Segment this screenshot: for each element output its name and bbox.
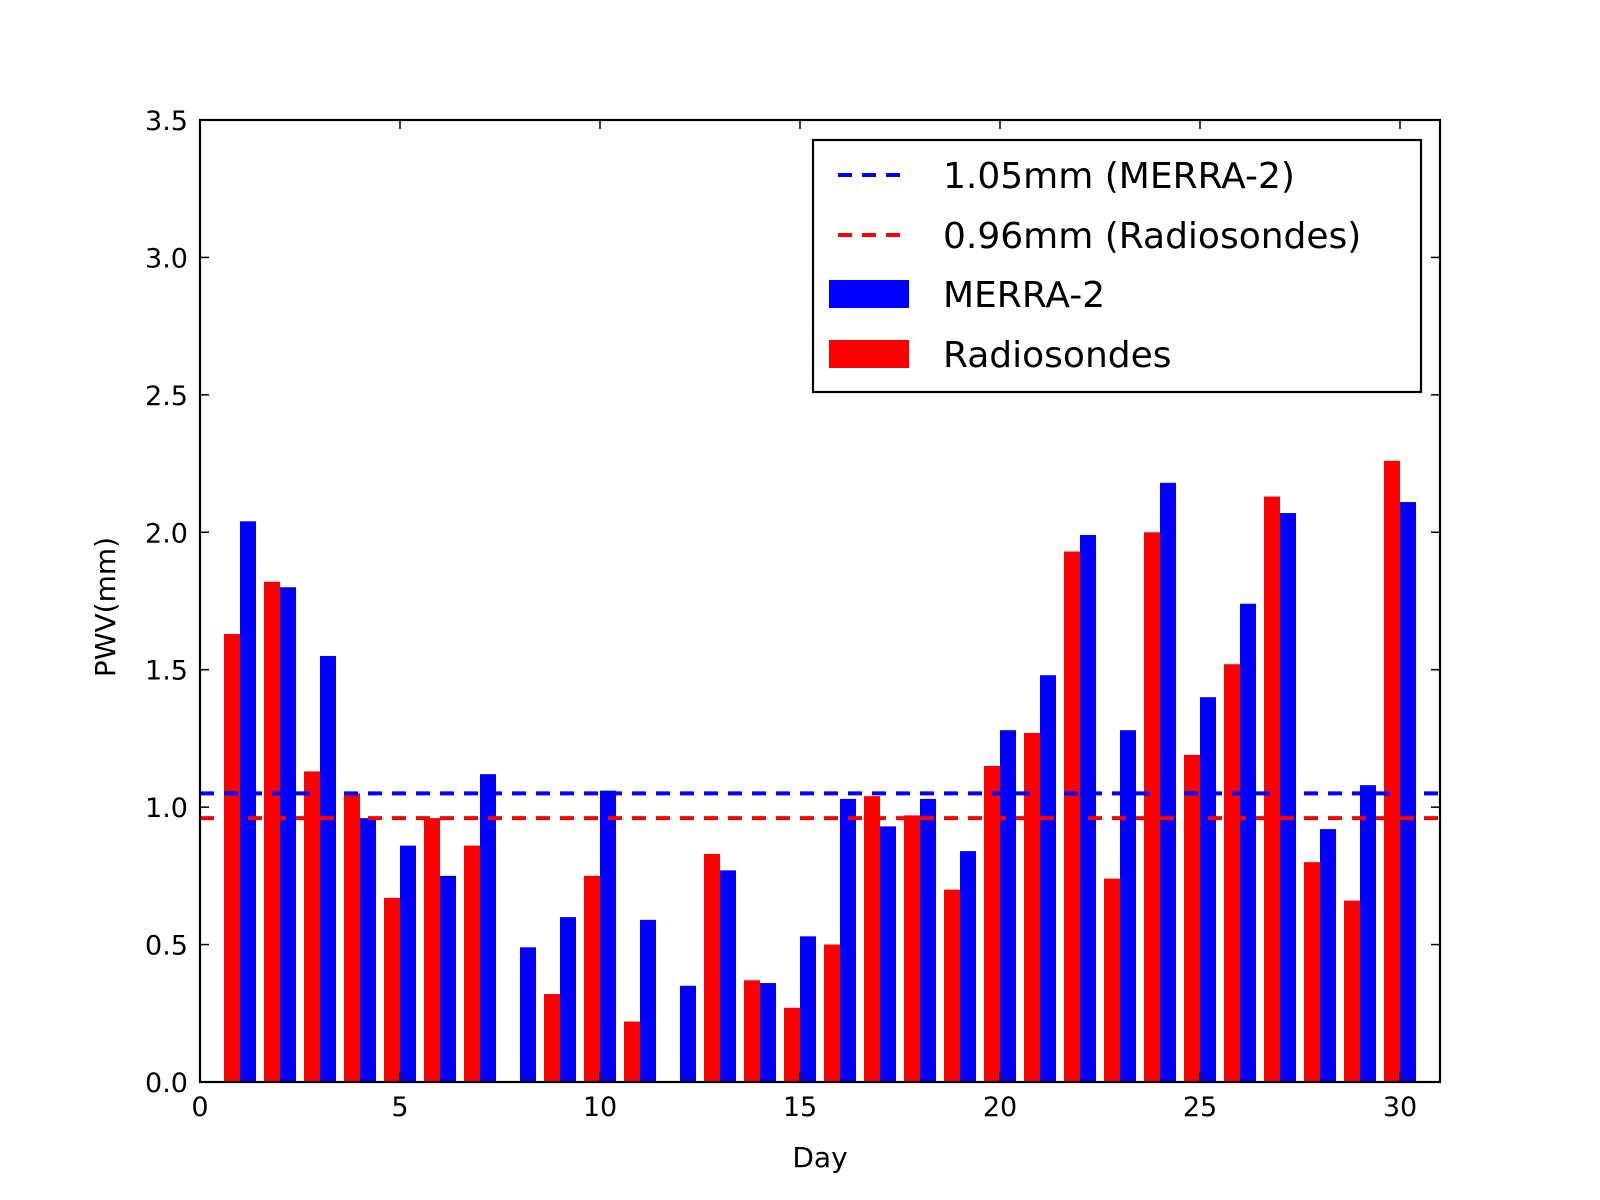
- bar-radiosondes-day-14: [744, 980, 760, 1082]
- bar-radiosondes-day-2: [264, 581, 280, 1082]
- y-tick-label: 3.5: [145, 106, 188, 137]
- bar-merra-2-day-27: [1280, 513, 1296, 1082]
- bar-merra-2-day-15: [800, 936, 816, 1082]
- bar-merra-2-day-14: [760, 983, 776, 1082]
- bar-radiosondes-day-13: [704, 853, 720, 1082]
- bar-merra-2-day-17: [880, 826, 896, 1082]
- x-tick-label: 0: [191, 1092, 208, 1123]
- bar-merra-2-day-21: [1040, 675, 1056, 1082]
- bar-merra-2-day-26: [1240, 603, 1256, 1082]
- bar-merra-2-day-22: [1080, 535, 1096, 1082]
- bar-merra-2-day-8: [520, 947, 536, 1082]
- bar-merra-2-day-1: [240, 521, 256, 1082]
- y-tick-label: 0.0: [145, 1068, 188, 1099]
- legend-label-merra2-mean: 1.05mm (MERRA-2): [943, 156, 1295, 197]
- bar-radiosondes-day-20: [984, 765, 1000, 1082]
- bar-merra-2-day-7: [480, 774, 496, 1082]
- plot-frame: [198, 118, 1442, 1084]
- bar-radiosondes-day-7: [464, 845, 480, 1082]
- y-tick-label: 0.5: [145, 931, 188, 962]
- legend: 1.05mm (MERRA-2) 0.96mm (Radiosondes) ME…: [811, 138, 1423, 394]
- bar-merra-2-day-29: [1360, 785, 1376, 1082]
- bar-radiosondes-day-25: [1184, 754, 1200, 1082]
- y-axis-label: PWV(mm): [89, 537, 122, 677]
- bar-merra-2-day-11: [640, 919, 656, 1082]
- x-axis-label: Day: [792, 1141, 847, 1174]
- bars-layer: [224, 460, 1416, 1082]
- bar-radiosondes-day-23: [1104, 878, 1120, 1082]
- bar-radiosondes-day-28: [1304, 862, 1320, 1082]
- bar-merra-2-day-6: [440, 875, 456, 1082]
- bar-radiosondes-day-27: [1264, 496, 1280, 1082]
- legend-box: [811, 138, 1423, 394]
- bar-merra-2-day-9: [560, 917, 576, 1082]
- bar-radiosondes-day-29: [1344, 900, 1360, 1082]
- bar-merra-2-day-13: [720, 870, 736, 1082]
- bar-radiosondes-day-11: [624, 1021, 640, 1082]
- bar-merra-2-day-2: [280, 587, 296, 1082]
- bar-radiosondes-day-15: [784, 1007, 800, 1082]
- legend-label-radiosondes: Radiosondes: [943, 335, 1172, 376]
- legend-label-merra2: MERRA-2: [943, 275, 1105, 316]
- x-tick-label: 25: [1183, 1092, 1217, 1123]
- bar-merra-2-day-4: [360, 818, 376, 1082]
- tick-labels-layer: 0 5 10 15 20 25 30 0.0 0.5 1.0 1.5 2.0 2.5 3.0 3.5: [145, 106, 1417, 1123]
- bar-merra-2-day-3: [320, 655, 336, 1082]
- y-tick-label: 3.0: [145, 243, 188, 274]
- bar-radiosondes-day-17: [864, 796, 880, 1082]
- x-tick-label: 10: [583, 1092, 617, 1123]
- bar-radiosondes-day-21: [1024, 732, 1040, 1082]
- bar-radiosondes-day-10: [584, 875, 600, 1082]
- bar-radiosondes-day-26: [1224, 664, 1240, 1082]
- bar-radiosondes-day-30: [1384, 460, 1400, 1082]
- legend-label-radiosondes-mean: 0.96mm (Radiosondes): [943, 216, 1361, 257]
- bar-merra-2-day-12: [680, 985, 696, 1082]
- x-tick-label: 15: [783, 1092, 817, 1123]
- reference-lines-layer: [200, 791, 1440, 821]
- bar-merra-2-day-18: [920, 798, 936, 1082]
- bar-merra-2-day-16: [840, 798, 856, 1082]
- x-tick-label: 20: [983, 1092, 1017, 1123]
- bar-merra-2-day-23: [1120, 730, 1136, 1082]
- y-tick-label: 1.0: [145, 793, 188, 824]
- x-tick-label: 30: [1383, 1092, 1417, 1123]
- bar-merra-2-day-20: [1000, 730, 1016, 1082]
- bar-radiosondes-day-1: [224, 633, 240, 1082]
- ticks-layer: [199, 119, 1440, 1083]
- bar-radiosondes-day-16: [824, 944, 840, 1082]
- bar-radiosondes-day-5: [384, 897, 400, 1082]
- legend-swatch-radiosondes: [829, 340, 909, 368]
- bar-merra-2-day-5: [400, 845, 416, 1082]
- bar-merra-2-day-19: [960, 851, 976, 1082]
- y-tick-label: 2.0: [145, 518, 188, 549]
- bar-merra-2-day-28: [1320, 829, 1336, 1082]
- bar-radiosondes-day-19: [944, 889, 960, 1082]
- y-tick-label: 2.5: [145, 381, 188, 412]
- bar-radiosondes-day-3: [304, 771, 320, 1082]
- legend-swatch-merra2: [829, 280, 909, 308]
- bar-merra-2-day-25: [1200, 697, 1216, 1082]
- bar-merra-2-day-24: [1160, 482, 1176, 1082]
- y-tick-label: 1.5: [145, 656, 188, 687]
- bar-radiosondes-day-6: [424, 818, 440, 1082]
- x-tick-label: 5: [391, 1092, 408, 1123]
- bar-radiosondes-day-24: [1144, 532, 1160, 1082]
- bar-radiosondes-day-4: [344, 793, 360, 1082]
- bar-radiosondes-day-18: [904, 815, 920, 1082]
- bar-merra-2-day-10: [600, 790, 616, 1082]
- bar-radiosondes-day-9: [544, 994, 560, 1082]
